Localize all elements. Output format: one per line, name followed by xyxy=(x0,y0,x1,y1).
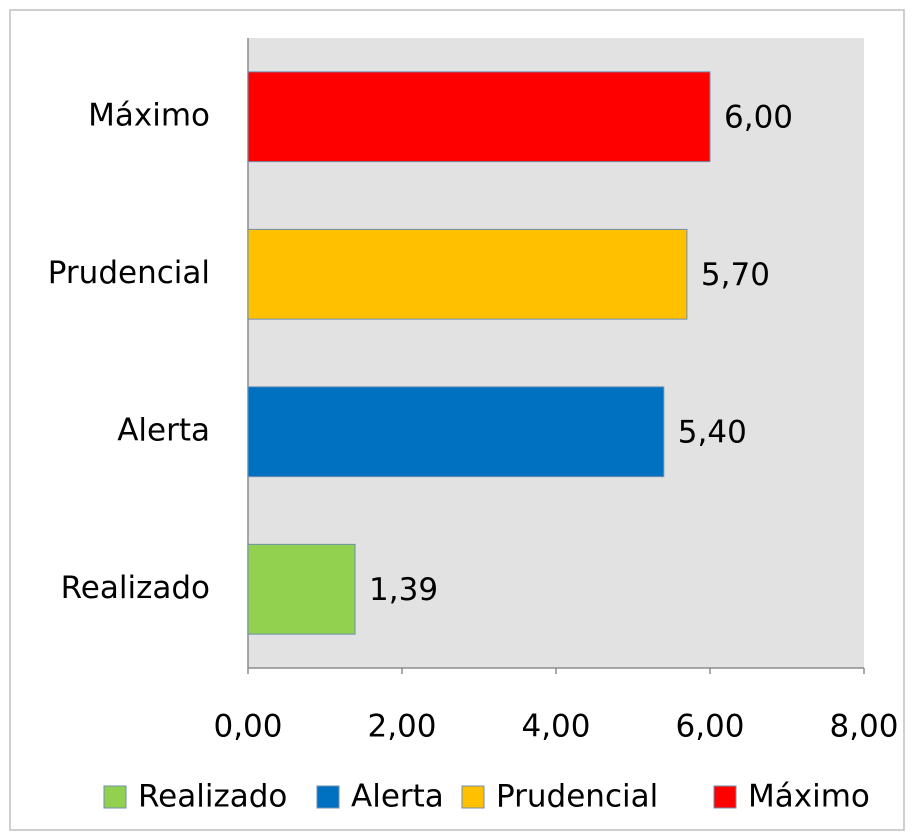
bar xyxy=(247,543,356,635)
bar xyxy=(247,71,711,163)
category-label: Prudencial xyxy=(48,255,210,291)
legend-label: Prudencial xyxy=(496,779,658,815)
value-label: 1,39 xyxy=(369,572,438,608)
legend-label: Alerta xyxy=(351,779,444,815)
legend-swatch xyxy=(461,785,485,809)
category-label: Realizado xyxy=(61,570,210,606)
x-tick-label: 0,00 xyxy=(213,709,282,745)
bar xyxy=(247,228,688,320)
value-label: 6,00 xyxy=(724,99,793,135)
legend-swatch xyxy=(316,785,340,809)
x-tick-label: 6,00 xyxy=(675,709,744,745)
category-label: Máximo xyxy=(88,97,210,133)
legend-label: Realizado xyxy=(138,779,287,815)
x-tick-label: 4,00 xyxy=(521,709,590,745)
category-label: Alerta xyxy=(117,412,210,448)
value-label: 5,40 xyxy=(678,414,747,450)
x-tick-label: 8,00 xyxy=(829,709,898,745)
value-label: 5,70 xyxy=(701,257,770,293)
x-tick-label: 2,00 xyxy=(367,709,436,745)
legend-swatch xyxy=(713,785,737,809)
legend-label: Máximo xyxy=(748,779,870,815)
bar xyxy=(247,386,665,478)
legend-swatch xyxy=(103,785,127,809)
